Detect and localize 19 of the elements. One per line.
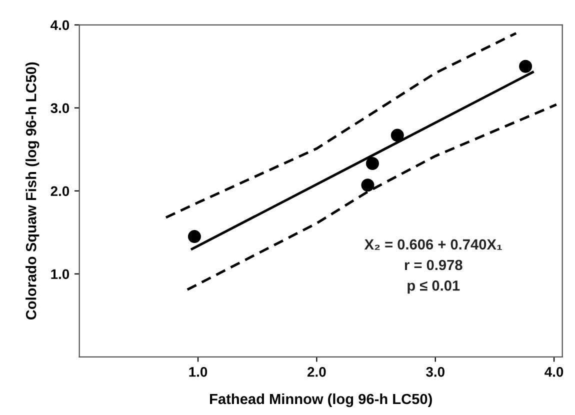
- x-tick-label: 3.0: [426, 366, 444, 377]
- annotation: X₂ = 0.606 + 0.740X₁: [364, 239, 502, 250]
- x-tick-label: 1.0: [189, 366, 208, 377]
- point: [188, 230, 201, 244]
- annotation: p ≤ 0.01: [408, 280, 460, 294]
- y-tick-label: 1.0: [51, 269, 70, 280]
- y-axis-title: Colorado Squaw Fish (log 96-h LC50): [26, 62, 40, 320]
- y-tick-label: 2.0: [50, 186, 70, 196]
- line-series: [164, 32, 518, 219]
- point: [519, 60, 532, 73]
- y-tick-label: 4.0: [50, 20, 70, 30]
- x-axis-title: Fathead Minnow (log 96-h LC50): [210, 393, 432, 408]
- x-tick-label: 4.0: [544, 366, 564, 377]
- point: [366, 157, 379, 170]
- point: [390, 128, 404, 142]
- x-tick-label: 2.0: [308, 366, 326, 377]
- point: [361, 178, 374, 192]
- y-tick-label: 3.0: [50, 103, 70, 114]
- annotation: r = 0.978: [404, 260, 462, 270]
